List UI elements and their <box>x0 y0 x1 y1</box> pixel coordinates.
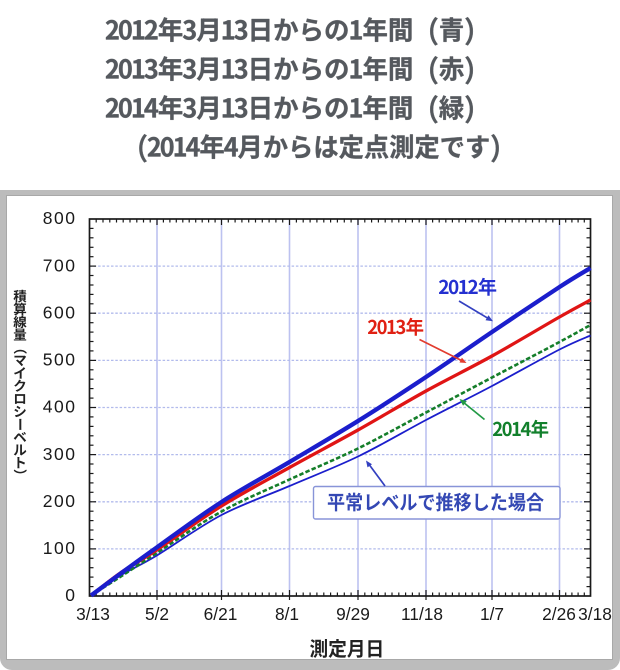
svg-text:800: 800 <box>43 208 77 228</box>
svg-text:6/21: 6/21 <box>204 604 238 624</box>
svg-text:9/29: 9/29 <box>336 604 370 624</box>
svg-text:700: 700 <box>43 255 77 275</box>
svg-text:8/1: 8/1 <box>275 604 299 624</box>
svg-text:1/7: 1/7 <box>480 604 504 624</box>
svg-text:600: 600 <box>43 302 77 322</box>
svg-text:0: 0 <box>65 585 76 605</box>
svg-text:3/18: 3/18 <box>578 604 612 624</box>
svg-text:200: 200 <box>43 491 77 511</box>
svg-text:500: 500 <box>43 350 77 370</box>
svg-text:300: 300 <box>43 444 77 464</box>
svg-text:3/13: 3/13 <box>76 604 110 624</box>
svg-text:100: 100 <box>43 538 77 558</box>
svg-text:11/18: 11/18 <box>401 604 443 624</box>
svg-text:5/2: 5/2 <box>145 604 169 624</box>
svg-text:2/26: 2/26 <box>542 604 576 624</box>
svg-text:400: 400 <box>43 397 77 417</box>
